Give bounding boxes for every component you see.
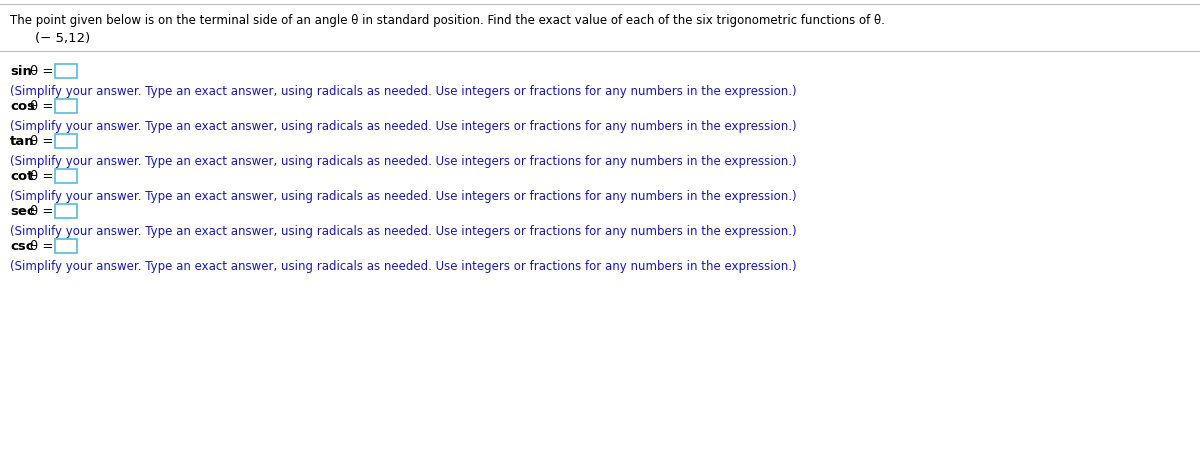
Text: θ =: θ = [30, 65, 53, 78]
Text: (Simplify your answer. Type an exact answer, using radicals as needed. Use integ: (Simplify your answer. Type an exact ans… [10, 85, 797, 98]
Text: cot: cot [10, 170, 34, 183]
Bar [54, 134, 77, 149]
Text: (Simplify your answer. Type an exact answer, using radicals as needed. Use integ: (Simplify your answer. Type an exact ans… [10, 155, 797, 168]
Text: cos: cos [10, 100, 35, 113]
Text: θ =: θ = [30, 100, 53, 113]
Bar [54, 65, 77, 79]
Text: θ =: θ = [30, 205, 53, 218]
Text: (Simplify your answer. Type an exact answer, using radicals as needed. Use integ: (Simplify your answer. Type an exact ans… [10, 120, 797, 133]
Bar [54, 170, 77, 184]
Bar [54, 240, 77, 253]
Text: tan: tan [10, 134, 35, 148]
Text: (Simplify your answer. Type an exact answer, using radicals as needed. Use integ: (Simplify your answer. Type an exact ans… [10, 190, 797, 202]
Bar [54, 100, 77, 114]
Bar [54, 205, 77, 218]
Text: (− 5,12): (− 5,12) [35, 32, 90, 45]
Text: The point given below is on the terminal side of an angle θ in standard position: The point given below is on the terminal… [10, 14, 884, 27]
Text: sec: sec [10, 205, 35, 218]
Text: θ =: θ = [30, 170, 53, 183]
Text: (Simplify your answer. Type an exact answer, using radicals as needed. Use integ: (Simplify your answer. Type an exact ans… [10, 224, 797, 237]
Text: (Simplify your answer. Type an exact answer, using radicals as needed. Use integ: (Simplify your answer. Type an exact ans… [10, 259, 797, 272]
Text: sin: sin [10, 65, 32, 78]
Text: csc: csc [10, 240, 34, 252]
Text: θ =: θ = [30, 134, 53, 148]
Text: θ =: θ = [30, 240, 53, 252]
